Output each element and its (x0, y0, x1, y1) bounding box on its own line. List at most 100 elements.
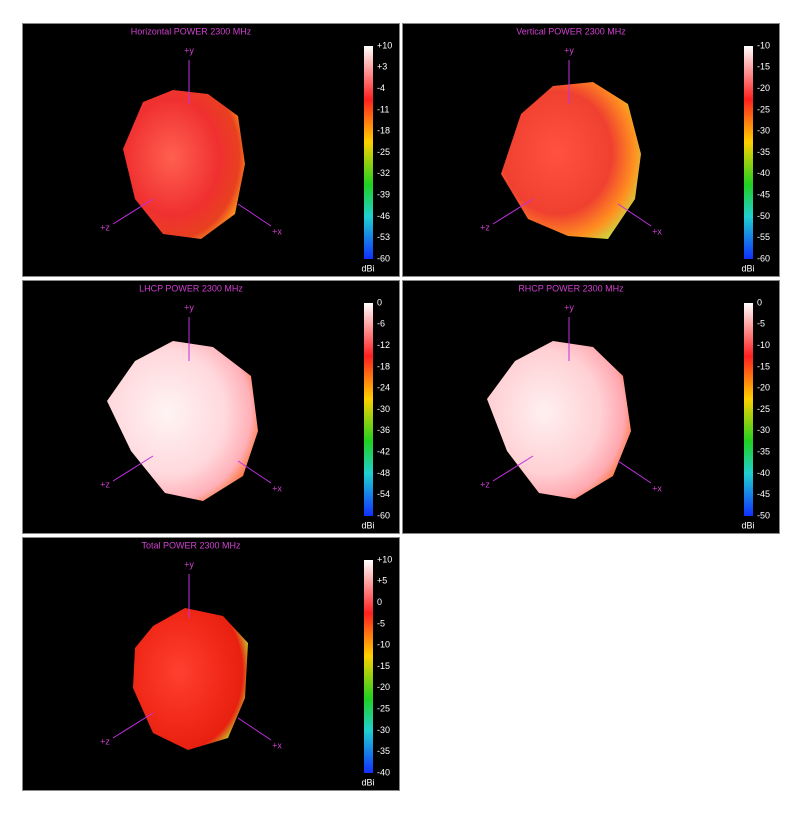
colorbar-tick-label: -18 (377, 126, 390, 136)
colorbar-tick-label: -20 (757, 383, 770, 393)
axis-z (112, 712, 154, 739)
colorbar-tick-label: -15 (757, 62, 770, 72)
axis-x (237, 203, 272, 227)
colorbar-tick-label: 0 (377, 597, 382, 607)
colorbar-tick-label: -20 (757, 83, 770, 93)
colorbar (744, 303, 753, 516)
colorbar-tick-label: -35 (377, 746, 390, 756)
colorbar-tick-label: -20 (377, 682, 390, 692)
colorbar-tick-label: -35 (757, 446, 770, 456)
colorbar-tick-label: +3 (377, 62, 387, 72)
colorbar-tick-label: -40 (757, 168, 770, 178)
colorbar-tick-label: -42 (377, 446, 390, 456)
colorbar-tick-label: -5 (377, 618, 385, 628)
colorbar-unit: dBi (361, 777, 374, 787)
colorbar-tick-label: -50 (757, 510, 770, 520)
colorbar-tick-label: -54 (377, 489, 390, 499)
blob (501, 82, 641, 239)
colorbar-tick-label: -24 (377, 383, 390, 393)
blob (487, 341, 631, 499)
axis-z (492, 198, 534, 225)
colorbar-tick-label: -15 (757, 361, 770, 371)
pattern-panel: Total POWER 2300 MHz +y +z +x +10 +5 0 -5 -10 -15… (22, 537, 400, 791)
colorbar-tick-label: -60 (757, 253, 770, 263)
colorbar-tick-label: +5 (377, 576, 387, 586)
colorbar-tick-label: -6 (377, 319, 385, 329)
axis-z (112, 198, 154, 225)
axis-label-y: +y (184, 302, 194, 312)
colorbar-tick-label: -30 (757, 425, 770, 435)
pattern-panel: Horizontal POWER 2300 MHz +y +z +x +10 +3 -4 -1… (22, 23, 400, 277)
colorbar-tick-label: -55 (757, 232, 770, 242)
axis-x (617, 203, 652, 227)
axis-z (112, 455, 154, 482)
axis-label-x: +x (272, 740, 282, 750)
colorbar-tick-label: +10 (377, 554, 392, 564)
axis-label-x: +x (652, 483, 662, 493)
colorbar-tick-label: -35 (757, 147, 770, 157)
axis-label-y: +y (184, 45, 194, 55)
colorbar-tick-label: -18 (377, 361, 390, 371)
panel-title: RHCP POWER 2300 MHz (518, 283, 624, 293)
colorbar-tick-label: -60 (377, 253, 390, 263)
colorbar (364, 560, 373, 773)
colorbar-unit: dBi (741, 263, 754, 273)
colorbar-tick-label: -36 (377, 425, 390, 435)
colorbar (364, 303, 373, 516)
axis-label-y: +y (184, 559, 194, 569)
panel-title: Total POWER 2300 MHz (141, 540, 241, 550)
axis-label-x: +x (652, 226, 662, 236)
colorbar-tick-label: -45 (757, 189, 770, 199)
colorbar-tick-label: -10 (757, 340, 770, 350)
panel-title: LHCP POWER 2300 MHz (139, 283, 243, 293)
axis-label-x: +x (272, 483, 282, 493)
colorbar-tick-label: -10 (377, 640, 390, 650)
axis-label-z: +z (100, 222, 110, 232)
colorbar-tick-label: -46 (377, 211, 390, 221)
pattern-panel: LHCP POWER 2300 MHz +y +z +x 0 -6 -12 -18 -24 -30… (22, 280, 400, 534)
colorbar-tick-label: -32 (377, 168, 390, 178)
colorbar-tick-label: -40 (377, 767, 390, 777)
colorbar-tick-label: -50 (757, 211, 770, 221)
panel-title: Horizontal POWER 2300 MHz (131, 26, 252, 36)
colorbar-unit: dBi (361, 520, 374, 530)
colorbar-tick-label: -25 (757, 404, 770, 414)
colorbar-tick-label: -10 (757, 40, 770, 50)
colorbar-tick-label: -60 (377, 510, 390, 520)
colorbar-tick-label: -25 (377, 703, 390, 713)
axis-x (237, 460, 272, 484)
axis-label-y: +y (564, 45, 574, 55)
blob (123, 90, 245, 239)
axis-label-x: +x (272, 226, 282, 236)
colorbar-tick-label: -53 (377, 232, 390, 242)
blob (107, 341, 258, 501)
axis-label-z: +z (100, 479, 110, 489)
colorbar-unit: dBi (361, 263, 374, 273)
axis-z (492, 455, 534, 482)
colorbar-tick-label: +10 (377, 40, 392, 50)
colorbar-unit: dBi (741, 520, 754, 530)
axis-label-z: +z (480, 479, 490, 489)
colorbar-tick-label: -11 (377, 104, 389, 114)
axis-label-z: +z (100, 736, 110, 746)
pattern-panel: RHCP POWER 2300 MHz +y +z +x 0 -5 -10 -15 -20 -25… (402, 280, 780, 534)
axis-label-z: +z (480, 222, 490, 232)
colorbar-tick-label: -45 (757, 489, 770, 499)
colorbar-tick-label: 0 (377, 297, 382, 307)
colorbar (744, 46, 753, 259)
colorbar-tick-label: -25 (757, 104, 770, 114)
colorbar-tick-label: -25 (377, 147, 390, 157)
pattern-panel: Vertical POWER 2300 MHz +y +z +x -10 -15 -20 -2… (402, 23, 780, 277)
panel-title: Vertical POWER 2300 MHz (516, 26, 626, 36)
colorbar-tick-label: -4 (377, 83, 385, 93)
colorbar-tick-label: -15 (377, 661, 390, 671)
colorbar-tick-label: 0 (757, 297, 762, 307)
colorbar-tick-label: -5 (757, 319, 765, 329)
colorbar-tick-label: -30 (757, 126, 770, 136)
axis-x (617, 460, 652, 484)
axis-label-y: +y (564, 302, 574, 312)
blob (133, 608, 248, 750)
colorbar-tick-label: -12 (377, 340, 390, 350)
colorbar-tick-label: -30 (377, 404, 390, 414)
